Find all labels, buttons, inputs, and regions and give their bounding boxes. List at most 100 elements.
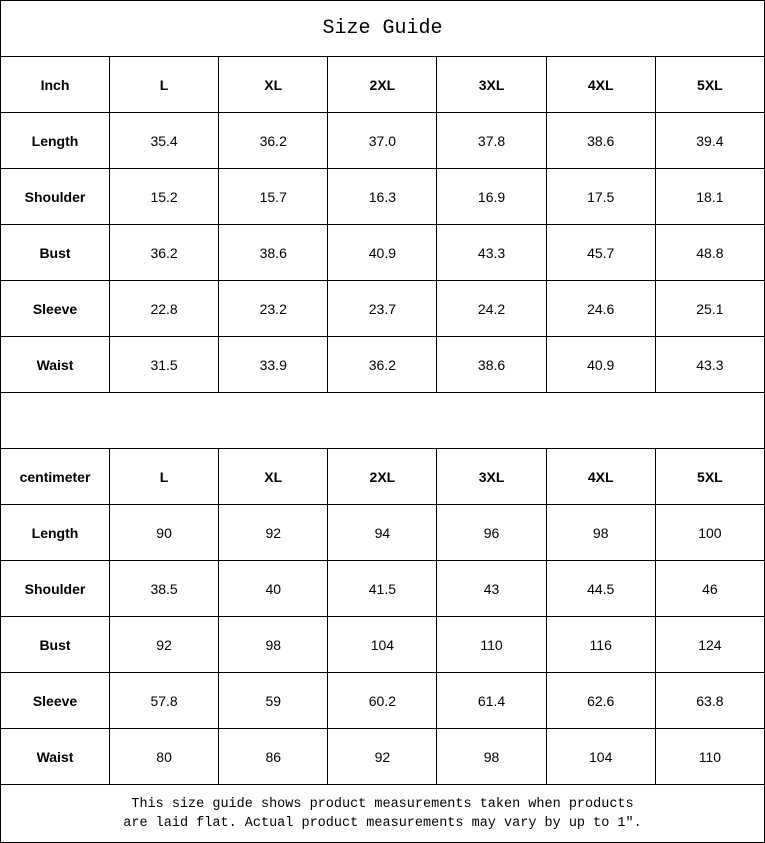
measurement-cell: 25.1 <box>654 280 765 337</box>
measurement-cell: 15.2 <box>108 168 220 225</box>
size-header: 2XL <box>327 56 438 113</box>
table-row: Bust 36.2 38.6 40.9 43.3 45.7 48.8 <box>0 224 765 281</box>
measurement-cell: 43 <box>436 560 547 617</box>
measurement-cell: 38.6 <box>436 336 547 393</box>
measurement-cell: 48.8 <box>654 224 765 281</box>
size-header: 5XL <box>654 448 765 505</box>
measurement-cell: 31.5 <box>108 336 220 393</box>
table-row: Waist 80 86 92 98 104 110 <box>0 728 765 785</box>
measurement-cell: 90 <box>108 504 220 561</box>
row-label: Length <box>0 504 110 561</box>
measurement-cell: 16.3 <box>327 168 438 225</box>
measurement-cell: 80 <box>108 728 220 785</box>
size-header: 2XL <box>327 448 438 505</box>
row-label: Shoulder <box>0 168 110 225</box>
measurement-cell: 98 <box>218 616 329 673</box>
measurement-cell: 36.2 <box>218 112 329 169</box>
row-label: Waist <box>0 336 110 393</box>
footer-row: This size guide shows product measuremen… <box>0 784 765 843</box>
measurement-cell: 37.0 <box>327 112 438 169</box>
row-label: Waist <box>0 728 110 785</box>
measurement-cell: 41.5 <box>327 560 438 617</box>
footer-line: This size guide shows product measuremen… <box>131 796 634 812</box>
measurement-cell: 24.6 <box>545 280 656 337</box>
measurement-cell: 46 <box>654 560 765 617</box>
measurement-cell: 38.6 <box>218 224 329 281</box>
spacer-cell <box>0 392 765 449</box>
table-row: Bust 92 98 104 110 116 124 <box>0 616 765 673</box>
title-row: Size Guide <box>0 0 765 57</box>
table-row: Length 35.4 36.2 37.0 37.8 38.6 39.4 <box>0 112 765 169</box>
measurement-cell: 40.9 <box>545 336 656 393</box>
measurement-cell: 39.4 <box>654 112 765 169</box>
measurement-cell: 37.8 <box>436 112 547 169</box>
measurement-cell: 110 <box>654 728 765 785</box>
table-row: Shoulder 15.2 15.7 16.3 16.9 17.5 18.1 <box>0 168 765 225</box>
measurement-cell: 110 <box>436 616 547 673</box>
row-label: Bust <box>0 616 110 673</box>
table-row: Shoulder 38.5 40 41.5 43 44.5 46 <box>0 560 765 617</box>
row-label: Length <box>0 112 110 169</box>
measurement-cell: 45.7 <box>545 224 656 281</box>
measurement-cell: 15.7 <box>218 168 329 225</box>
unit-header: Inch <box>0 56 110 113</box>
measurement-cell: 38.5 <box>108 560 220 617</box>
footer-note: This size guide shows product measuremen… <box>0 784 765 843</box>
measurement-cell: 61.4 <box>436 672 547 729</box>
measurement-cell: 40 <box>218 560 329 617</box>
size-header: 4XL <box>545 448 656 505</box>
measurement-cell: 35.4 <box>108 112 220 169</box>
measurement-cell: 38.6 <box>545 112 656 169</box>
measurement-cell: 23.2 <box>218 280 329 337</box>
measurement-cell: 98 <box>436 728 547 785</box>
measurement-cell: 94 <box>327 504 438 561</box>
measurement-cell: 92 <box>108 616 220 673</box>
spacer-row <box>0 392 765 449</box>
measurement-cell: 100 <box>654 504 765 561</box>
footer-line: are laid flat. Actual product measuremen… <box>123 815 642 831</box>
measurement-cell: 104 <box>545 728 656 785</box>
row-label: Shoulder <box>0 560 110 617</box>
unit-header: centimeter <box>0 448 110 505</box>
size-header: L <box>108 448 220 505</box>
measurement-cell: 36.2 <box>108 224 220 281</box>
size-header: L <box>108 56 220 113</box>
row-label: Sleeve <box>0 280 110 337</box>
measurement-cell: 96 <box>436 504 547 561</box>
size-header: 4XL <box>545 56 656 113</box>
measurement-cell: 116 <box>545 616 656 673</box>
table-row: Sleeve 22.8 23.2 23.7 24.2 24.6 25.1 <box>0 280 765 337</box>
measurement-cell: 22.8 <box>108 280 220 337</box>
measurement-cell: 124 <box>654 616 765 673</box>
measurement-cell: 104 <box>327 616 438 673</box>
measurement-cell: 40.9 <box>327 224 438 281</box>
measurement-cell: 86 <box>218 728 329 785</box>
size-header: 3XL <box>436 448 547 505</box>
measurement-cell: 63.8 <box>654 672 765 729</box>
measurement-cell: 92 <box>218 504 329 561</box>
measurement-cell: 43.3 <box>436 224 547 281</box>
measurement-cell: 16.9 <box>436 168 547 225</box>
header-row: centimeter L XL 2XL 3XL 4XL 5XL <box>0 448 765 505</box>
measurement-cell: 24.2 <box>436 280 547 337</box>
measurement-cell: 23.7 <box>327 280 438 337</box>
table-row: Waist 31.5 33.9 36.2 38.6 40.9 43.3 <box>0 336 765 393</box>
header-row: Inch L XL 2XL 3XL 4XL 5XL <box>0 56 765 113</box>
table-row: Sleeve 57.8 59 60.2 61.4 62.6 63.8 <box>0 672 765 729</box>
measurement-cell: 33.9 <box>218 336 329 393</box>
size-header: XL <box>218 56 329 113</box>
measurement-cell: 98 <box>545 504 656 561</box>
measurement-cell: 44.5 <box>545 560 656 617</box>
measurement-cell: 57.8 <box>108 672 220 729</box>
row-label: Bust <box>0 224 110 281</box>
size-header: XL <box>218 448 329 505</box>
measurement-cell: 60.2 <box>327 672 438 729</box>
page-title: Size Guide <box>0 0 765 57</box>
row-label: Sleeve <box>0 672 110 729</box>
size-header: 3XL <box>436 56 547 113</box>
measurement-cell: 17.5 <box>545 168 656 225</box>
measurement-cell: 36.2 <box>327 336 438 393</box>
measurement-cell: 62.6 <box>545 672 656 729</box>
measurement-cell: 92 <box>327 728 438 785</box>
measurement-cell: 59 <box>218 672 329 729</box>
